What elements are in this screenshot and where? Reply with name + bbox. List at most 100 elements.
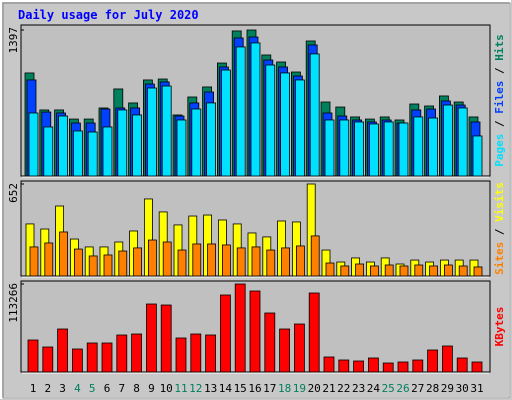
bar [294,79,305,177]
bar [383,121,394,177]
bar [145,303,157,373]
bar [264,312,276,373]
bar [456,357,468,373]
bar [29,246,39,277]
bar [325,262,335,277]
x-tick-label: 26 [396,382,409,395]
x-tick-label: 15 [234,382,247,395]
bar [43,126,54,177]
bar [58,115,68,177]
bar [280,72,291,177]
bar [132,114,143,177]
chart-title: Daily usage for July 2020 [18,8,199,22]
x-tick-label: 24 [367,382,381,395]
bar [88,255,98,277]
bar [205,334,217,373]
x-tick-label: 19 [293,382,306,395]
legend-entry: Sites [493,242,506,275]
legend: Pages / Files / Hits [493,34,506,167]
legend-entry: Files [493,81,506,114]
bar [355,263,365,277]
bar [117,109,128,177]
bar [339,119,350,177]
x-tick-label: 1 [30,382,37,395]
x-tick-label: 11 [174,382,187,395]
x-tick-label: 25 [382,382,395,395]
legend-separator: / [493,222,506,242]
bar [146,87,157,177]
bar [353,360,365,373]
bar [295,245,305,277]
bar [338,359,350,373]
x-tick-label: 8 [133,382,140,395]
x-tick-label: 3 [59,382,66,395]
bar [86,342,98,373]
x-tick-label: 14 [219,382,233,395]
bar [131,333,143,373]
bar [308,292,320,373]
bar [72,348,83,373]
bar [293,323,305,373]
bar [414,264,424,277]
x-tick-label: 2 [44,382,51,395]
bar [28,112,39,177]
y-tick-label: 1397 [7,27,20,54]
bar [309,53,320,177]
x-tick-label: 21 [322,382,335,395]
legend-entry: Pages [493,134,506,167]
bar [147,239,157,277]
bar [206,102,217,177]
bar [220,69,231,177]
bar [413,116,424,177]
bar [103,254,113,277]
bar [324,119,335,177]
bar [429,265,439,277]
bar [384,264,394,277]
bar [118,250,128,277]
legend: KBytes [493,307,506,347]
bar [57,328,68,373]
bar [175,337,187,373]
bar [73,130,83,177]
bar [368,123,379,177]
bar [191,108,202,177]
x-tick-label: 17 [263,382,276,395]
bar [236,247,246,277]
bar [161,85,172,177]
bar [59,231,68,277]
x-tick-label: 12 [189,382,202,395]
x-tick-label: 23 [352,382,365,395]
bar [102,126,113,177]
bar [235,46,246,177]
bar [369,265,379,277]
bar [398,122,409,177]
bar [207,243,217,277]
x-tick-label: 6 [104,382,111,395]
bar [87,131,98,177]
legend-entry: KBytes [493,307,506,347]
bar [399,265,409,277]
bar [428,117,439,177]
legend-separator: / [493,114,506,134]
bar [74,248,83,277]
y-tick-label: 652 [7,183,20,203]
x-tick-label: 16 [248,382,261,395]
x-tick-label: 31 [470,382,483,395]
bar [279,328,291,373]
legend-entry: Hits [493,34,506,61]
x-tick-label: 4 [74,382,81,395]
bar [221,244,231,277]
bar [442,104,453,177]
bar [190,333,202,373]
bar [162,241,172,277]
x-tick-label: 28 [426,382,439,395]
legend-separator: / [493,61,506,81]
bar [443,264,453,277]
bar [281,247,291,277]
bar [133,247,143,277]
bar [441,345,453,373]
x-tick-label: 7 [118,382,125,395]
bar [251,246,261,277]
bar [473,266,483,277]
